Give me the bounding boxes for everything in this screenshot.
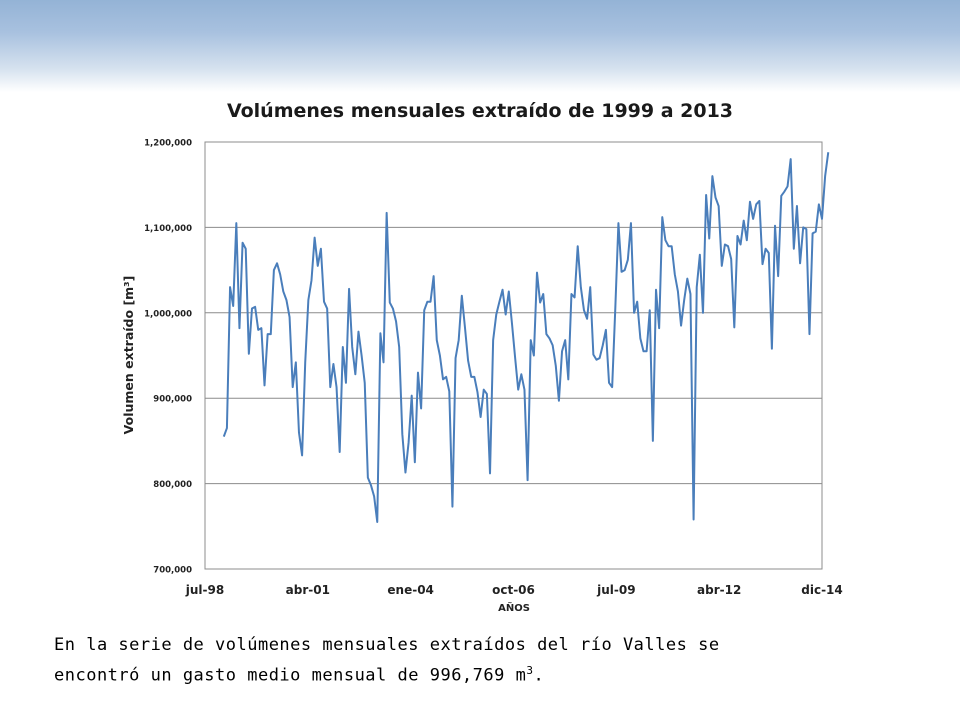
y-tick-label: 800,000 <box>153 480 192 490</box>
y-tick-label: 1,200,000 <box>144 139 192 149</box>
plot-area-frame <box>204 141 823 570</box>
x-tick-label: oct-06 <box>492 583 535 597</box>
x-tick-label: dic-14 <box>801 583 843 597</box>
chart-title: Volúmenes mensuales extraído de 1999 a 2… <box>226 100 734 122</box>
x-axis-title: AÑOS <box>498 601 530 614</box>
x-tick-label: jul-98 <box>185 583 224 597</box>
y-tick-label: 900,000 <box>153 395 192 405</box>
x-tick-label: abr-12 <box>697 583 741 597</box>
x-tick-label: ene-04 <box>387 583 434 597</box>
y-tick-label: 1,100,000 <box>144 224 192 234</box>
y-tick-label: 700,000 <box>153 566 192 576</box>
x-tick-label: jul-09 <box>596 583 635 597</box>
y-axis-tick-labels: 700,000 800,000 900,000 1,000,000 1,100,000 1… <box>144 139 192 576</box>
caption-line-2-end: . <box>533 665 545 686</box>
series-line <box>222 152 830 524</box>
caption-line-1: En la serie de volúmenes mensuales extra… <box>54 635 720 655</box>
y-axis-title: Volumen extraído [m³] <box>121 276 136 435</box>
caption-line-2-text: encontró un gasto medio mensual de 996,7… <box>54 665 527 686</box>
y-tick-label: 1,000,000 <box>144 309 192 319</box>
slide-caption: En la serie de volúmenes mensuales extra… <box>54 633 934 689</box>
x-axis-tick-labels: jul-98 abr-01 ene-04 oct-06 jul-09 abr-12 dic-… <box>185 583 843 597</box>
caption-line-2: encontró un gasto medio mensual de 996,7… <box>54 658 934 689</box>
slide-header-band <box>0 0 960 92</box>
chart-gridlines <box>205 226 822 485</box>
x-tick-label: abr-01 <box>286 583 330 597</box>
caption-unit-superscript: 3 <box>526 664 534 677</box>
